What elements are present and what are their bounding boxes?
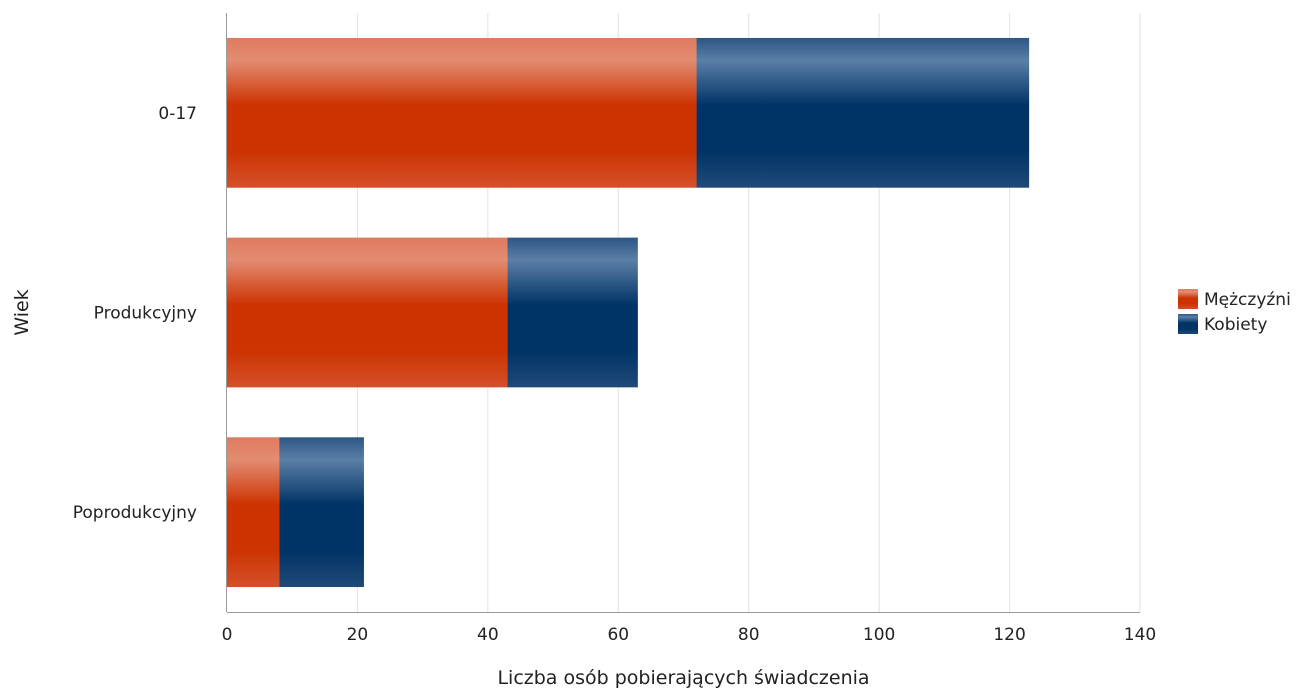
x-tick-label: 80 bbox=[738, 625, 760, 645]
legend-swatch bbox=[1178, 289, 1198, 309]
x-tick-label: 0 bbox=[222, 625, 233, 645]
x-tick-label: 100 bbox=[863, 625, 895, 645]
x-tick-label: 120 bbox=[993, 625, 1025, 645]
bar-segment bbox=[227, 37, 697, 188]
bar-segment bbox=[279, 437, 364, 588]
axes bbox=[226, 13, 1140, 613]
bars bbox=[227, 37, 1030, 588]
legend: Mężczyźni Kobiety bbox=[1178, 289, 1291, 335]
x-tick-label: 20 bbox=[347, 625, 369, 645]
bar-segment bbox=[227, 437, 280, 588]
x-tick-label: 40 bbox=[477, 625, 499, 645]
legend-swatch bbox=[1178, 314, 1198, 334]
legend-label: Mężczyźni bbox=[1204, 290, 1291, 310]
x-axis-title: Liczba osób pobierających świadczenia bbox=[497, 667, 869, 689]
x-tick-label: 60 bbox=[607, 625, 629, 645]
y-tick-label: Produkcyjny bbox=[94, 304, 197, 324]
y-tick-labels: 0-17 Produkcyjny Poprodukcyjny bbox=[73, 104, 197, 523]
bar-segment bbox=[227, 237, 508, 388]
y-tick-label: 0-17 bbox=[158, 104, 197, 124]
bar-segment bbox=[696, 37, 1030, 188]
y-tick-label: Poprodukcyjny bbox=[73, 503, 197, 523]
x-tick-labels: 0 20 40 60 80 100 120 140 bbox=[222, 625, 1157, 645]
bar-segment bbox=[507, 237, 638, 388]
legend-label: Kobiety bbox=[1204, 315, 1267, 335]
x-tick-label: 140 bbox=[1124, 625, 1156, 645]
y-axis-title: Wiek bbox=[11, 289, 33, 335]
